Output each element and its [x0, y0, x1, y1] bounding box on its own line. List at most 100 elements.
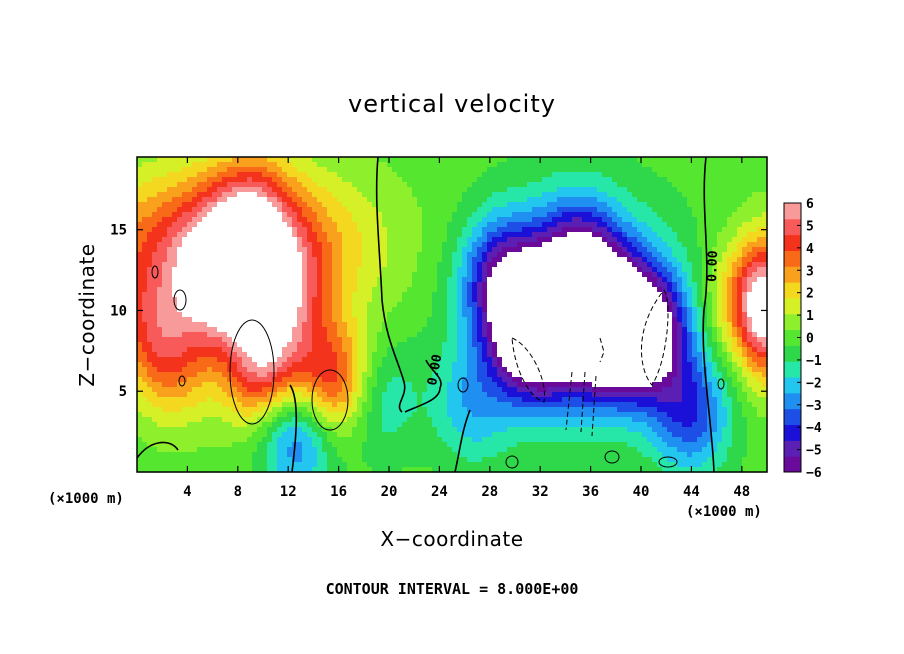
- heatmap-cell: [417, 297, 423, 303]
- heatmap-cell: [282, 337, 288, 343]
- heatmap-cell: [277, 272, 283, 278]
- heatmap-cell: [217, 342, 223, 348]
- heatmap-cell: [757, 232, 763, 238]
- heatmap-cell: [752, 257, 758, 263]
- heatmap-cell: [402, 287, 408, 293]
- heatmap-cell: [562, 332, 568, 338]
- heatmap-cell: [582, 262, 588, 268]
- heatmap-cell: [267, 232, 273, 238]
- heatmap-cell: [542, 257, 548, 263]
- heatmap-cell: [277, 312, 283, 318]
- heatmap-cell: [227, 217, 233, 223]
- heatmap-cell: [332, 292, 338, 298]
- heatmap-cell: [477, 197, 483, 203]
- heatmap-cell: [492, 227, 498, 233]
- heatmap-cell: [247, 287, 253, 293]
- heatmap-cell: [557, 292, 563, 298]
- heatmap-cell: [162, 282, 168, 288]
- heatmap-cell: [422, 302, 428, 308]
- heatmap-cell: [462, 247, 468, 253]
- heatmap-cell: [312, 327, 318, 333]
- heatmap-cell: [237, 157, 243, 163]
- heatmap-cell: [687, 242, 693, 248]
- heatmap-cell: [742, 192, 748, 198]
- heatmap-cell: [317, 287, 323, 293]
- heatmap-cell: [477, 172, 483, 178]
- heatmap-cell: [522, 177, 528, 183]
- heatmap-cell: [387, 297, 393, 303]
- heatmap-cell: [487, 197, 493, 203]
- heatmap-cell: [212, 342, 218, 348]
- heatmap-cell: [722, 337, 728, 343]
- heatmap-cell: [482, 207, 488, 213]
- heatmap-cell: [692, 267, 698, 273]
- heatmap-cell: [152, 267, 158, 273]
- heatmap-cell: [452, 322, 458, 328]
- heatmap-cell: [442, 327, 448, 333]
- heatmap-cell: [642, 172, 648, 178]
- heatmap-cell: [707, 287, 713, 293]
- heatmap-cell: [747, 242, 753, 248]
- heatmap-cell: [217, 277, 223, 283]
- heatmap-cell: [227, 232, 233, 238]
- heatmap-cell: [517, 217, 523, 223]
- heatmap-cell: [612, 257, 618, 263]
- heatmap-cell: [402, 157, 408, 163]
- heatmap-cell: [317, 217, 323, 223]
- heatmap-cell: [707, 327, 713, 333]
- heatmap-cell: [212, 267, 218, 273]
- heatmap-cell: [402, 227, 408, 233]
- heatmap-cell: [697, 347, 703, 353]
- heatmap-cell: [172, 227, 178, 233]
- heatmap-cell: [687, 302, 693, 308]
- heatmap-cell: [537, 292, 543, 298]
- heatmap-cell: [532, 292, 538, 298]
- heatmap-cell: [252, 202, 258, 208]
- heatmap-cell: [432, 162, 438, 168]
- heatmap-cell: [607, 267, 613, 273]
- heatmap-cell: [592, 157, 598, 163]
- heatmap-cell: [182, 312, 188, 318]
- heatmap-cell: [307, 352, 313, 358]
- heatmap-cell: [382, 262, 388, 268]
- heatmap-cell: [182, 322, 188, 328]
- heatmap-cell: [647, 322, 653, 328]
- heatmap-cell: [282, 332, 288, 338]
- heatmap-cell: [482, 257, 488, 263]
- heatmap-cell: [152, 262, 158, 268]
- heatmap-cell: [202, 312, 208, 318]
- heatmap-cell: [732, 232, 738, 238]
- heatmap-cell: [247, 257, 253, 263]
- heatmap-cell: [342, 312, 348, 318]
- heatmap-cell: [712, 262, 718, 268]
- heatmap-cell: [522, 192, 528, 198]
- heatmap-cell: [732, 167, 738, 173]
- heatmap-cell: [532, 317, 538, 323]
- heatmap-cell: [607, 237, 613, 243]
- heatmap-cell: [317, 322, 323, 328]
- heatmap-cell: [242, 177, 248, 183]
- heatmap-cell: [417, 302, 423, 308]
- heatmap-cell: [462, 187, 468, 193]
- heatmap-cell: [732, 197, 738, 203]
- heatmap-cell: [612, 197, 618, 203]
- heatmap-cell: [207, 172, 213, 178]
- heatmap-cell: [642, 157, 648, 163]
- heatmap-cell: [307, 272, 313, 278]
- heatmap-cell: [657, 312, 663, 318]
- heatmap-cell: [297, 332, 303, 338]
- heatmap-cell: [712, 317, 718, 323]
- heatmap-cell: [162, 252, 168, 258]
- heatmap-cell: [457, 222, 463, 228]
- heatmap-cell: [147, 187, 153, 193]
- heatmap-cell: [617, 287, 623, 293]
- heatmap-cell: [377, 287, 383, 293]
- heatmap-cell: [532, 217, 538, 223]
- heatmap-cell: [467, 197, 473, 203]
- heatmap-cell: [732, 172, 738, 178]
- heatmap-cell: [327, 347, 333, 353]
- heatmap-cell: [562, 222, 568, 228]
- heatmap-cell: [707, 302, 713, 308]
- heatmap-cell: [587, 192, 593, 198]
- heatmap-cell: [642, 237, 648, 243]
